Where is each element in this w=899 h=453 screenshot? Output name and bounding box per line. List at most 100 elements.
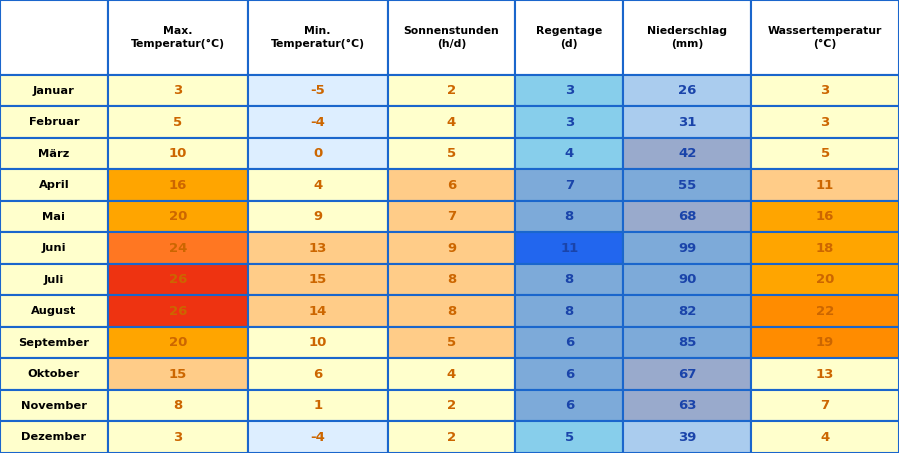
Text: 8: 8 bbox=[565, 210, 574, 223]
Bar bbox=[108, 327, 248, 358]
Text: Mai: Mai bbox=[42, 212, 66, 222]
Text: 15: 15 bbox=[308, 273, 326, 286]
Bar bbox=[108, 295, 248, 327]
Text: Januar: Januar bbox=[33, 86, 75, 96]
Bar bbox=[515, 421, 623, 453]
Bar bbox=[515, 75, 623, 106]
Text: 4: 4 bbox=[821, 431, 830, 444]
Text: 3: 3 bbox=[174, 84, 182, 97]
Text: 4: 4 bbox=[565, 147, 574, 160]
Bar bbox=[108, 358, 248, 390]
Text: 26: 26 bbox=[169, 273, 187, 286]
Bar bbox=[387, 264, 515, 295]
Bar bbox=[108, 232, 248, 264]
Text: Dezember: Dezember bbox=[22, 432, 86, 442]
Bar bbox=[623, 75, 752, 106]
Text: 9: 9 bbox=[447, 241, 456, 255]
Text: Februar: Februar bbox=[29, 117, 79, 127]
Text: Oktober: Oktober bbox=[28, 369, 80, 379]
Text: September: September bbox=[19, 337, 89, 347]
Text: 4: 4 bbox=[313, 178, 322, 192]
Text: 10: 10 bbox=[169, 147, 187, 160]
Text: November: November bbox=[21, 401, 87, 411]
Bar bbox=[0, 0, 108, 75]
Bar bbox=[248, 75, 387, 106]
Text: Wassertemperatur
(°C): Wassertemperatur (°C) bbox=[768, 26, 882, 48]
Bar bbox=[0, 201, 108, 232]
Bar bbox=[108, 201, 248, 232]
Bar bbox=[515, 169, 623, 201]
Text: 16: 16 bbox=[816, 210, 834, 223]
Text: 22: 22 bbox=[816, 305, 834, 318]
Bar bbox=[387, 358, 515, 390]
Text: 5: 5 bbox=[447, 336, 456, 349]
Text: April: April bbox=[39, 180, 69, 190]
Text: 3: 3 bbox=[821, 84, 830, 97]
Text: 8: 8 bbox=[565, 273, 574, 286]
Text: März: März bbox=[39, 149, 69, 159]
Text: 13: 13 bbox=[816, 368, 834, 381]
Bar bbox=[108, 169, 248, 201]
Text: Niederschlag
(mm): Niederschlag (mm) bbox=[647, 26, 727, 48]
Bar bbox=[108, 138, 248, 169]
Bar bbox=[248, 390, 387, 421]
Bar bbox=[752, 232, 899, 264]
Bar bbox=[752, 106, 899, 138]
Text: Juli: Juli bbox=[44, 275, 64, 284]
Bar bbox=[108, 421, 248, 453]
Bar bbox=[515, 106, 623, 138]
Text: 7: 7 bbox=[565, 178, 574, 192]
Text: -5: -5 bbox=[310, 84, 325, 97]
Bar bbox=[515, 264, 623, 295]
Bar bbox=[752, 390, 899, 421]
Text: 99: 99 bbox=[678, 241, 697, 255]
Bar bbox=[623, 327, 752, 358]
Bar bbox=[752, 327, 899, 358]
Bar bbox=[248, 0, 387, 75]
Bar bbox=[0, 75, 108, 106]
Bar bbox=[752, 295, 899, 327]
Text: 5: 5 bbox=[174, 116, 182, 129]
Text: 3: 3 bbox=[565, 116, 574, 129]
Bar bbox=[752, 421, 899, 453]
Text: 20: 20 bbox=[816, 273, 834, 286]
Bar bbox=[0, 327, 108, 358]
Text: 6: 6 bbox=[565, 368, 574, 381]
Text: 3: 3 bbox=[174, 431, 182, 444]
Text: 20: 20 bbox=[169, 336, 187, 349]
Text: 8: 8 bbox=[447, 273, 456, 286]
Text: 0: 0 bbox=[313, 147, 322, 160]
Text: 6: 6 bbox=[313, 368, 322, 381]
Bar bbox=[515, 327, 623, 358]
Text: Regentage
(d): Regentage (d) bbox=[536, 26, 602, 48]
Bar bbox=[752, 0, 899, 75]
Text: 11: 11 bbox=[560, 241, 578, 255]
Bar bbox=[387, 106, 515, 138]
Text: Juni: Juni bbox=[41, 243, 67, 253]
Bar bbox=[248, 169, 387, 201]
Bar bbox=[387, 0, 515, 75]
Bar bbox=[387, 169, 515, 201]
Bar bbox=[623, 358, 752, 390]
Bar bbox=[623, 232, 752, 264]
Bar bbox=[387, 138, 515, 169]
Text: 90: 90 bbox=[678, 273, 697, 286]
Text: 5: 5 bbox=[565, 431, 574, 444]
Bar bbox=[248, 264, 387, 295]
Bar bbox=[0, 421, 108, 453]
Bar bbox=[515, 390, 623, 421]
Text: 6: 6 bbox=[565, 399, 574, 412]
Text: 85: 85 bbox=[678, 336, 697, 349]
Bar bbox=[515, 138, 623, 169]
Bar bbox=[752, 138, 899, 169]
Bar bbox=[0, 232, 108, 264]
Text: 2: 2 bbox=[447, 399, 456, 412]
Text: 55: 55 bbox=[678, 178, 697, 192]
Text: 19: 19 bbox=[816, 336, 834, 349]
Bar bbox=[0, 169, 108, 201]
Text: 1: 1 bbox=[313, 399, 322, 412]
Bar bbox=[623, 390, 752, 421]
Text: 18: 18 bbox=[816, 241, 834, 255]
Bar bbox=[387, 201, 515, 232]
Bar bbox=[248, 421, 387, 453]
